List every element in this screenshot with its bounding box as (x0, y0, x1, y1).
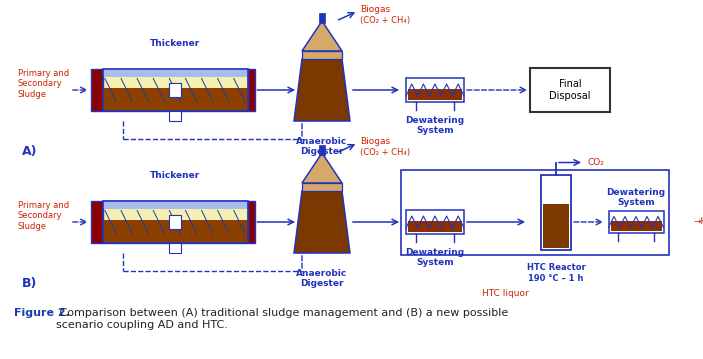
Text: Biogas: Biogas (360, 136, 390, 145)
Text: CO₂: CO₂ (588, 158, 605, 167)
Bar (408, 221, 462, 232)
Bar (103, 201, 247, 243)
Text: (CO₂ + CH₄): (CO₂ + CH₄) (360, 17, 410, 25)
Bar (169, 243, 181, 253)
Polygon shape (302, 21, 342, 51)
Text: →Hydrochar: →Hydrochar (693, 218, 703, 227)
Text: Primary and
Secondary
Sludge: Primary and Secondary Sludge (18, 69, 69, 99)
Polygon shape (294, 191, 350, 253)
Polygon shape (302, 153, 342, 183)
Bar (169, 83, 181, 97)
Bar (247, 201, 254, 243)
Text: Anaerobic
Digester: Anaerobic Digester (297, 269, 347, 288)
Bar (169, 111, 181, 121)
Text: Dewatering
System: Dewatering System (406, 116, 465, 135)
Text: Dewatering
System: Dewatering System (607, 188, 666, 207)
Text: Thickener: Thickener (150, 171, 200, 180)
Bar (103, 88, 247, 111)
Bar (247, 69, 254, 111)
Polygon shape (294, 59, 350, 121)
Text: Final
Disposal: Final Disposal (549, 79, 591, 101)
Bar (543, 204, 569, 247)
Bar (610, 221, 662, 231)
Bar (302, 51, 342, 59)
Bar (103, 201, 247, 209)
Bar (401, 169, 669, 255)
Bar (103, 220, 247, 243)
Bar (91, 201, 103, 243)
Text: B): B) (22, 277, 37, 290)
Text: (CO₂ + CH₄): (CO₂ + CH₄) (360, 149, 410, 158)
Text: A): A) (22, 145, 37, 158)
Bar (406, 210, 464, 234)
Bar (103, 69, 247, 111)
Text: Biogas: Biogas (360, 5, 390, 14)
Bar (302, 183, 342, 191)
Text: Figure 2.: Figure 2. (14, 308, 70, 318)
Text: HTC liquor: HTC liquor (482, 289, 529, 298)
Text: Primary and
Secondary
Sludge: Primary and Secondary Sludge (18, 201, 69, 231)
Text: Thickener: Thickener (150, 39, 200, 48)
Text: Comparison between (A) traditional sludge management and (B) a new possible
scen: Comparison between (A) traditional sludg… (56, 308, 508, 330)
Bar (91, 69, 103, 111)
Bar (530, 68, 610, 112)
Text: Dewatering
System: Dewatering System (406, 248, 465, 267)
Bar (406, 78, 464, 102)
Bar (319, 13, 325, 23)
Bar (169, 215, 181, 229)
Bar (408, 89, 462, 100)
Text: Anaerobic
Digester: Anaerobic Digester (297, 137, 347, 157)
Text: HTC Reactor
190 °C – 1 h: HTC Reactor 190 °C – 1 h (527, 264, 586, 283)
Bar (609, 211, 664, 233)
Bar (541, 174, 571, 250)
Bar (319, 145, 325, 155)
Bar (103, 201, 247, 243)
Bar (103, 69, 247, 76)
Bar (103, 69, 247, 111)
